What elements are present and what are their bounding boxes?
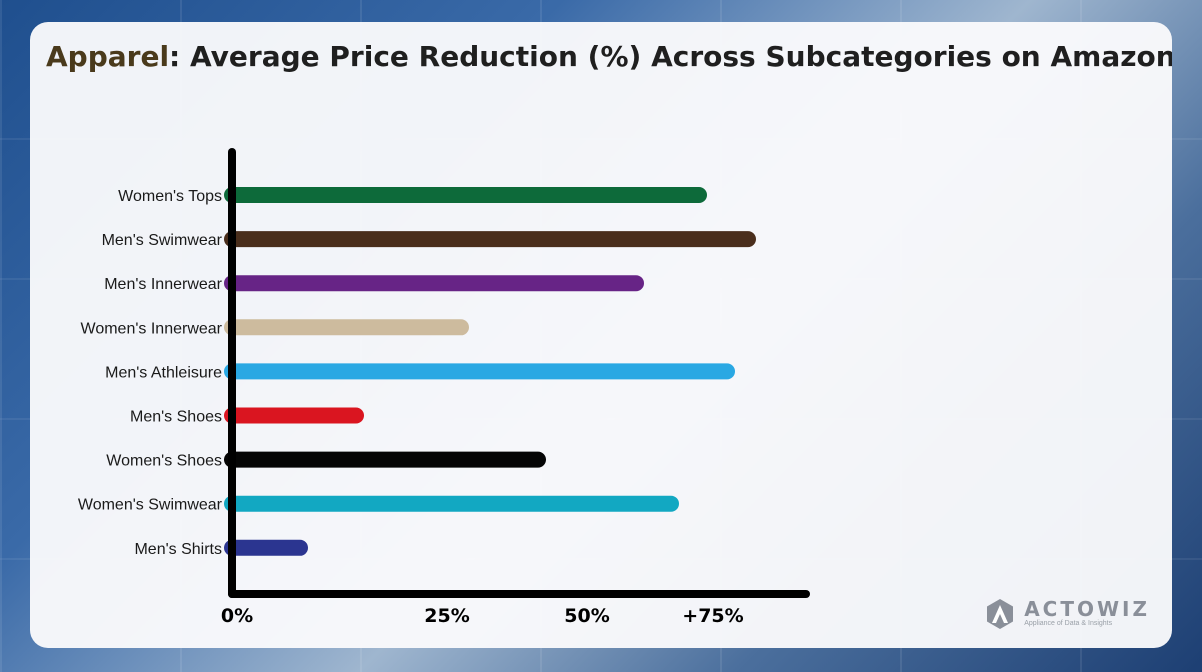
title-rest: : Average Price Reduction (%) Across Sub… [169, 40, 1172, 73]
x-tick-label: 0% [221, 605, 253, 627]
category-label: Women's Shoes [106, 453, 222, 470]
brand-text: ACTOWIZ Appliance of Data & Insights [1024, 599, 1150, 629]
x-tick-label: 50% [564, 605, 609, 627]
category-label: Women's Swimwear [78, 497, 223, 514]
title-accent: Apparel [46, 40, 170, 73]
brand-tagline: Appliance of Data & Insights [1024, 620, 1113, 627]
category-label: Men's Shirts [134, 541, 222, 558]
category-label: Women's Innerwear [81, 320, 223, 337]
category-label: Men's Shoes [130, 409, 222, 426]
x-tick-label: +75% [682, 605, 743, 627]
category-label: Men's Innerwear [104, 276, 222, 293]
chart-card: Apparel: Average Price Reduction (%) Acr… [30, 22, 1172, 648]
brand-name: ACTOWIZ [1024, 597, 1150, 621]
actowiz-logo-icon [987, 599, 1014, 629]
category-label: Women's Tops [118, 188, 222, 205]
chart-title: Apparel: Average Price Reduction (%) Acr… [46, 40, 1172, 73]
x-tick-label: 25% [424, 605, 469, 627]
brand-watermark: ACTOWIZ Appliance of Data & Insights [982, 596, 1150, 632]
category-label: Men's Athleisure [105, 364, 222, 381]
bar-chart: Women's Tops Men's Swimwear Men's Innerwea… [78, 148, 810, 627]
category-label: Men's Swimwear [102, 232, 223, 249]
